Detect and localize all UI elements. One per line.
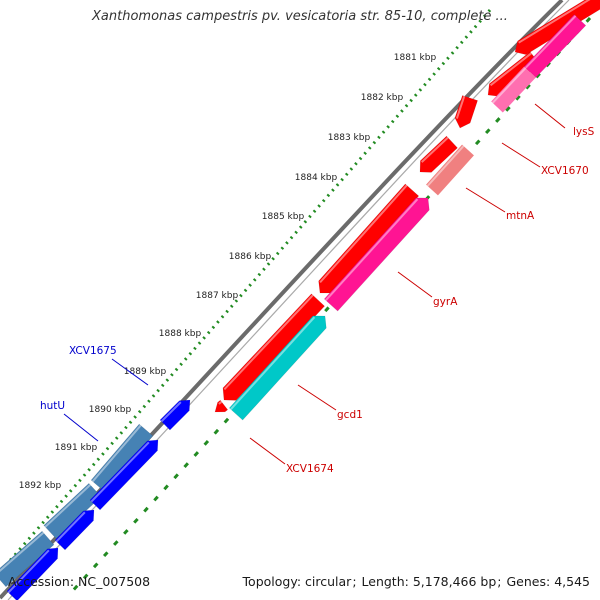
gene-forward-3 [454, 95, 478, 129]
gene-gcd1-shade [223, 294, 314, 391]
scale-tick-label: 1886 kbp [229, 252, 272, 262]
scale-tick-label: 1889 kbp [124, 367, 167, 377]
scale-tick-label: 1890 kbp [89, 405, 132, 415]
gene-steel-2 [43, 482, 102, 540]
scale-tick-label: 1891 kbp [55, 443, 98, 453]
gene-XCV1675 [89, 439, 159, 511]
gene-gyrA-rev [323, 197, 430, 312]
gene-leader-line [297, 384, 337, 411]
accession-value: NC_007508 [78, 574, 151, 589]
gene-lysS [491, 66, 536, 113]
length-value: 5,178,466 bp [412, 574, 497, 589]
gene-label: mtnA [506, 210, 535, 222]
gene-hutU-shade [91, 424, 142, 483]
scale-tick-label: 1892 kbp [19, 481, 62, 491]
length-label: Length: [361, 574, 409, 589]
gene-small-fwd-shade [218, 401, 223, 405]
gene-forward-4-shade [421, 136, 449, 163]
genes-label: Genes: [506, 574, 551, 589]
gene-gcd1 [222, 293, 325, 401]
gene-XCV1674-shade [230, 316, 316, 410]
scale-ring-dots [0, 9, 492, 573]
gene-gyrA-rev-shade [325, 198, 419, 301]
gene-label: hutU [40, 400, 65, 412]
genes-value: 4,545 [554, 574, 590, 589]
gene-label: XCV1675 [69, 345, 117, 357]
gene-reverse-1-shade [524, 15, 577, 69]
gene-leader-line [111, 358, 149, 386]
inner-tick-ring [66, 16, 592, 598]
genome-summary: Topology: circular; Length: 5,178,466 bp… [242, 574, 590, 589]
gene-forward-1 [514, 0, 600, 55]
scale-tick-label: 1883 kbp [328, 133, 371, 143]
gene-blue-1 [159, 399, 191, 431]
gene-XCV1674 [228, 315, 327, 421]
gene-steel-2-shade [44, 484, 91, 528]
map-title: Xanthomonas campestris pv. vesicatoria s… [92, 9, 508, 24]
gene-steel-3 [0, 530, 55, 588]
gene-leader-line [63, 413, 99, 442]
gene-label: gcd1 [337, 409, 363, 421]
scale-tick-label: 1888 kbp [159, 329, 202, 339]
scale-tick-label: 1882 kbp [361, 93, 404, 103]
gene-mtnA [426, 144, 474, 196]
gene-forward-3-shade [455, 95, 466, 119]
gene-leader-line [501, 142, 541, 168]
accession-label: Accession: [8, 574, 75, 589]
gene-mtnA-shade [426, 145, 465, 187]
scale-tick-label: 1887 kbp [196, 291, 239, 301]
gene-gyrA-shade [319, 184, 408, 284]
gene-blue-1-shade [160, 401, 182, 423]
topology-value: circular [305, 574, 352, 589]
gene-leader-line [249, 437, 286, 465]
gene-gyrA [318, 183, 420, 294]
gene-XCV1675-shade [90, 441, 150, 503]
gene-blue-3-shade [55, 511, 86, 543]
gene-label: gyrA [433, 296, 458, 308]
gene-steel-3-shade [0, 531, 45, 573]
gene-blue-3 [54, 509, 95, 551]
gene-label: lysS [573, 126, 595, 138]
scale-tick-label: 1881 kbp [394, 53, 437, 63]
gene-leader-line [465, 187, 506, 213]
gene-label: XCV1674 [286, 463, 334, 475]
gene-forward-2-shade [489, 52, 532, 87]
gene-leader-line [397, 271, 433, 298]
gene-small-fwd [214, 399, 229, 413]
scale-tick-label: 1884 kbp [295, 173, 338, 183]
gene-label: XCV1670 [541, 165, 589, 177]
topology-label: Topology: [242, 574, 302, 589]
gene-leader-line [534, 103, 566, 129]
gene-forward-1-shade [518, 0, 591, 44]
gene-lysS-shade [491, 67, 527, 104]
gene-blue-4-shade [7, 549, 50, 594]
scale-tick-label: 1885 kbp [262, 212, 305, 222]
gene-forward-4 [419, 135, 458, 173]
gene-blue-4 [6, 547, 59, 600]
accession-info: Accession: NC_007508 [8, 574, 150, 589]
